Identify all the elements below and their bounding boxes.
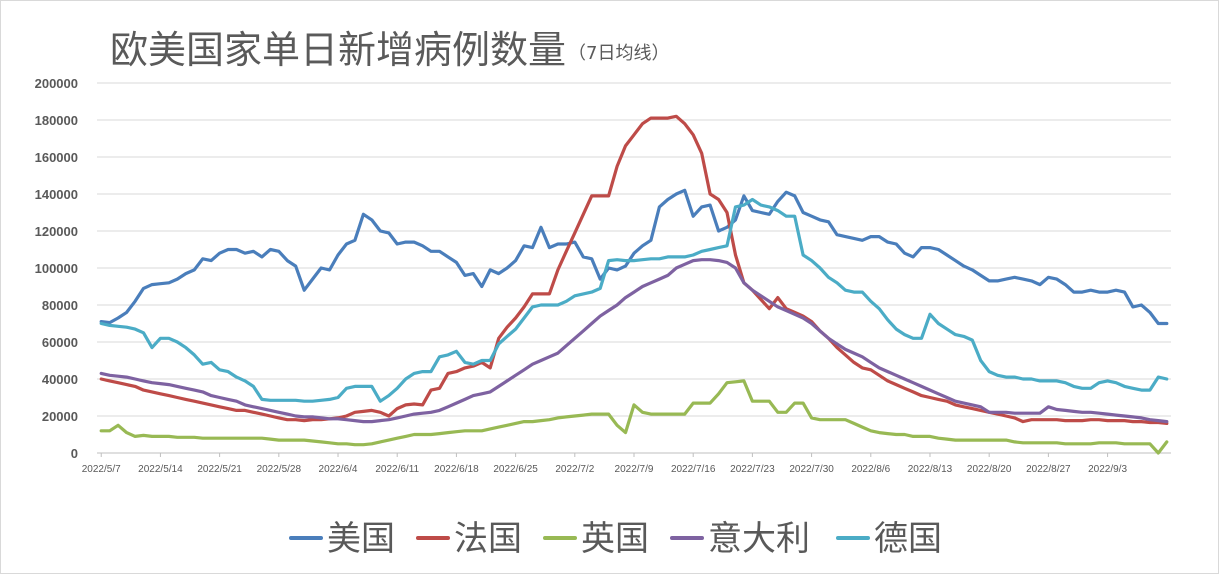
y-tick-label: 100000 bbox=[35, 261, 78, 276]
x-tick-label: 2022/8/27 bbox=[1026, 464, 1071, 475]
chart-title: 欧美国家单日新增病例数量 bbox=[110, 28, 566, 72]
legend-item: 法国 bbox=[416, 519, 522, 559]
chart-subtitle: （7日均线） bbox=[568, 43, 669, 64]
x-tick-label: 2022/8/13 bbox=[908, 464, 953, 475]
legend-label: 美国 bbox=[327, 519, 395, 559]
x-tick-label: 2022/5/14 bbox=[138, 464, 183, 475]
y-tick-label: 20000 bbox=[42, 409, 78, 424]
x-tick-label: 2022/7/30 bbox=[789, 464, 834, 475]
y-axis: 0 20000 40000 60000 80000 100000 120000 140000 1… bbox=[35, 76, 78, 461]
y-tick-label: 140000 bbox=[35, 187, 78, 202]
x-tick-label: 2022/6/25 bbox=[493, 464, 538, 475]
gridlines bbox=[97, 82, 1171, 454]
legend-label: 意大利 bbox=[708, 519, 810, 559]
y-tick-label: 180000 bbox=[35, 113, 78, 128]
y-tick-label: 40000 bbox=[42, 372, 78, 387]
y-tick-label: 200000 bbox=[35, 76, 78, 91]
x-tick-label: 2022/7/2 bbox=[555, 464, 594, 475]
x-tick-label: 2022/5/21 bbox=[197, 464, 242, 475]
series-layer bbox=[99, 114, 1169, 455]
y-tick-label: 160000 bbox=[35, 150, 78, 165]
y-tick-label: 80000 bbox=[42, 298, 78, 313]
legend-label: 法国 bbox=[454, 519, 522, 559]
series-line-意大利 bbox=[99, 258, 1169, 424]
legend-item: 英国 bbox=[543, 519, 649, 559]
legend-item: 德国 bbox=[836, 519, 942, 559]
x-tick-label: 2022/7/23 bbox=[730, 464, 775, 475]
legend-item: 意大利 bbox=[670, 519, 810, 559]
x-tick-label: 2022/8/20 bbox=[967, 464, 1012, 475]
x-tick-label: 2022/6/11 bbox=[375, 464, 419, 475]
legend: 美国 法国 英国 意大利 德国 bbox=[289, 519, 942, 559]
x-tick-label: 2022/5/7 bbox=[82, 464, 121, 475]
x-tick-label: 2022/6/4 bbox=[319, 464, 358, 475]
legend-item: 美国 bbox=[289, 519, 395, 559]
series-line-德国 bbox=[99, 197, 1169, 403]
y-tick-label: 0 bbox=[71, 446, 78, 461]
chart-title-group: 欧美国家单日新增病例数量 （7日均线） bbox=[110, 28, 669, 72]
x-tick-label: 2022/5/28 bbox=[257, 464, 302, 475]
series-line-英国 bbox=[99, 379, 1169, 455]
x-tick-label: 2022/9/3 bbox=[1088, 464, 1127, 475]
y-tick-label: 60000 bbox=[42, 335, 78, 350]
x-tick-label: 2022/8/6 bbox=[851, 464, 890, 475]
x-axis: 2022/5/7 2022/5/14 2022/5/21 2022/5/28 2022/… bbox=[82, 453, 1127, 475]
y-tick-label: 120000 bbox=[35, 224, 78, 239]
x-tick-label: 2022/7/9 bbox=[615, 464, 654, 475]
x-tick-label: 2022/7/16 bbox=[671, 464, 716, 475]
legend-label: 英国 bbox=[581, 519, 649, 559]
series-line-美国 bbox=[99, 188, 1169, 326]
x-tick-label: 2022/6/18 bbox=[434, 464, 479, 475]
legend-label: 德国 bbox=[874, 519, 942, 559]
